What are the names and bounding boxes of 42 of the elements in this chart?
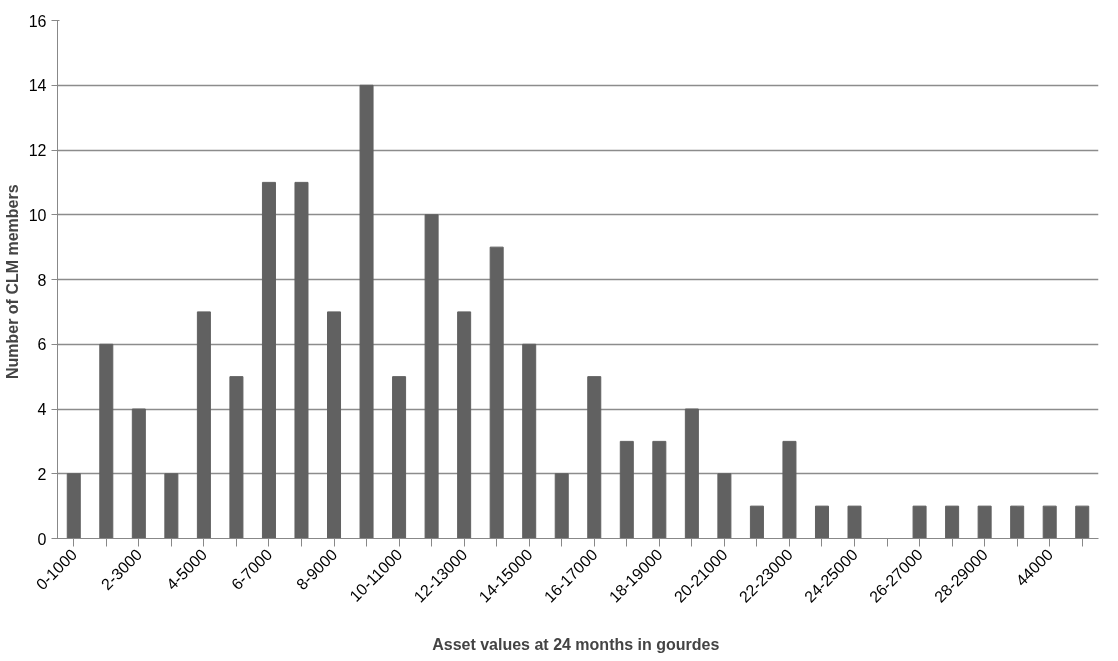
bar bbox=[489, 246, 504, 539]
bar bbox=[619, 440, 634, 539]
bar bbox=[261, 181, 276, 539]
bar bbox=[457, 311, 472, 539]
bar bbox=[359, 84, 374, 539]
bar bbox=[554, 473, 569, 539]
bar bbox=[424, 214, 439, 539]
bar bbox=[131, 408, 146, 539]
bar bbox=[522, 343, 537, 539]
y-tick-label: 12 bbox=[28, 142, 47, 159]
bar bbox=[1010, 505, 1025, 539]
bar bbox=[684, 408, 699, 539]
y-tick-label: 0 bbox=[37, 530, 47, 548]
y-tick-label: 8 bbox=[37, 271, 47, 289]
bar bbox=[164, 473, 179, 539]
bar bbox=[1075, 505, 1090, 539]
bar bbox=[717, 473, 732, 539]
y-axis-title: Number of CLM members bbox=[3, 184, 21, 380]
bar bbox=[912, 505, 927, 539]
bar bbox=[847, 505, 862, 539]
y-tick-label: 6 bbox=[37, 336, 47, 354]
bar bbox=[99, 343, 114, 539]
y-tick-label: 2 bbox=[37, 465, 47, 483]
x-axis-title: Asset values at 24 months in gourdes bbox=[432, 635, 720, 653]
bar bbox=[977, 505, 992, 539]
y-tick-label: 16 bbox=[28, 12, 47, 30]
bar bbox=[66, 473, 81, 539]
bar bbox=[945, 505, 960, 539]
y-tick-label: 4 bbox=[37, 401, 47, 418]
bar bbox=[782, 440, 797, 539]
bar bbox=[749, 505, 764, 539]
y-tick-label: 10 bbox=[28, 206, 47, 224]
bar bbox=[1042, 505, 1057, 539]
bar bbox=[327, 311, 342, 539]
bar bbox=[392, 376, 407, 539]
bar bbox=[229, 376, 244, 539]
bar bbox=[814, 505, 829, 539]
bar bbox=[294, 181, 309, 539]
y-tick-label: 14 bbox=[28, 77, 47, 95]
bar bbox=[652, 440, 667, 539]
bar bbox=[587, 376, 602, 539]
bar bbox=[196, 311, 211, 539]
